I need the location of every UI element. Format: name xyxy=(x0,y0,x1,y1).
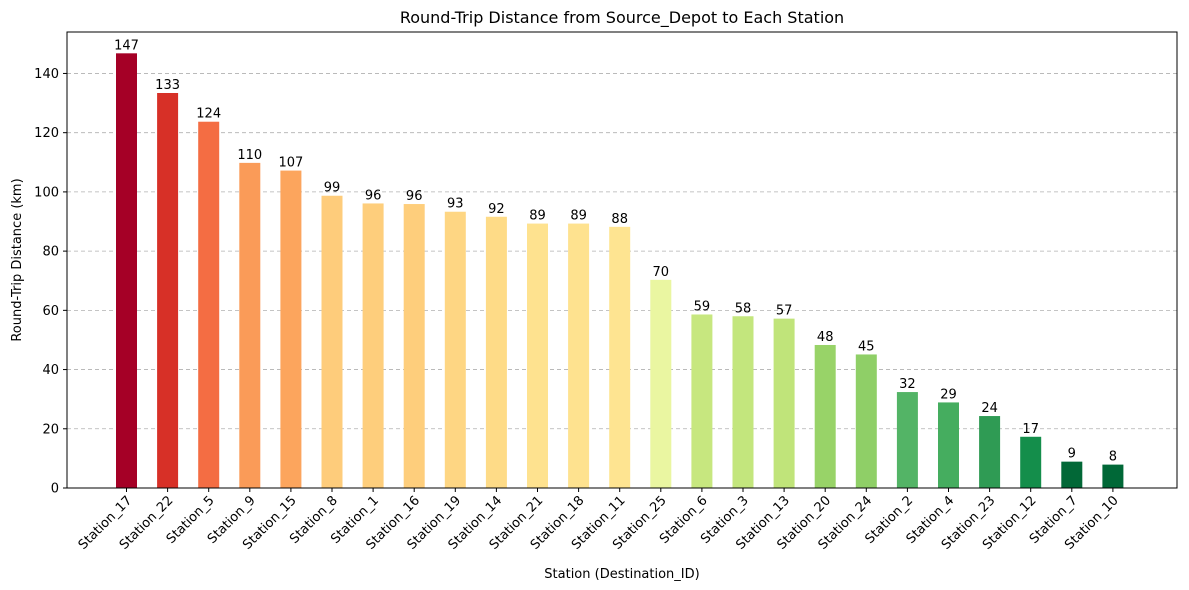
bar xyxy=(1020,436,1042,488)
bar xyxy=(979,416,1001,488)
bar xyxy=(280,170,302,488)
bar xyxy=(568,223,590,488)
bar-value-label: 96 xyxy=(365,188,382,203)
y-tick-label: 80 xyxy=(42,245,59,260)
bar xyxy=(896,392,918,488)
bar-value-label: 32 xyxy=(899,377,916,392)
y-tick-label: 100 xyxy=(34,185,59,200)
plot-frame xyxy=(66,31,1178,489)
bar xyxy=(321,195,343,488)
bar xyxy=(485,216,507,488)
bar-value-label: 89 xyxy=(529,209,546,224)
bar xyxy=(444,211,466,489)
bar xyxy=(157,92,179,488)
bar-value-label: 24 xyxy=(981,401,998,416)
bar xyxy=(239,162,261,488)
bar-value-label: 8 xyxy=(1109,450,1117,465)
bar-value-label: 96 xyxy=(406,189,423,204)
bar xyxy=(773,318,795,488)
bars xyxy=(116,53,1124,489)
bar xyxy=(691,314,713,488)
bar-value-label: 88 xyxy=(611,212,628,227)
bar-value-label: 9 xyxy=(1068,447,1076,462)
bar-value-label: 133 xyxy=(155,78,180,93)
bar-value-label: 99 xyxy=(324,181,341,196)
bar-value-label: 89 xyxy=(570,209,587,224)
y-tick-label: 20 xyxy=(42,422,59,437)
y-tick-label: 40 xyxy=(42,363,59,378)
bar-value-label: 57 xyxy=(776,304,793,319)
bar xyxy=(855,354,877,488)
bar-value-label: 45 xyxy=(858,339,875,354)
bar-value-label: 58 xyxy=(735,301,752,316)
bar xyxy=(650,279,672,488)
bar-value-label: 93 xyxy=(447,197,464,212)
y-tick-label: 140 xyxy=(34,67,59,82)
bar xyxy=(814,344,836,488)
bar xyxy=(609,226,631,488)
chart-title: Round-Trip Distance from Source_Depot to… xyxy=(400,8,844,28)
bar xyxy=(403,204,425,488)
x-axis-ticks: Station_17Station_22Station_5Station_9St… xyxy=(76,488,1122,553)
bar xyxy=(1102,464,1124,488)
bar-value-label: 124 xyxy=(196,107,221,122)
bar-value-label: 92 xyxy=(488,202,505,217)
y-axis-ticks: 0 20 40 60 80 100 120 140 xyxy=(34,67,67,497)
bar-value-label: 59 xyxy=(694,299,711,314)
bar xyxy=(938,402,959,488)
bar-value-label: 107 xyxy=(278,156,303,171)
bar xyxy=(732,316,754,488)
y-axis-label: Round-Trip Distance (km) xyxy=(10,178,25,341)
bar xyxy=(362,203,384,488)
y-tick-label: 0 xyxy=(51,482,59,497)
y-tick-label: 120 xyxy=(34,126,59,141)
bar-value-label: 29 xyxy=(940,387,957,402)
bar xyxy=(198,121,220,488)
bar-value-label: 147 xyxy=(114,38,139,53)
bar-value-label: 17 xyxy=(1022,422,1039,437)
bar xyxy=(116,53,137,488)
bar xyxy=(1061,461,1083,488)
bar-value-label: 48 xyxy=(817,330,834,345)
x-axis-label: Station (Destination_ID) xyxy=(544,567,699,582)
bar-value-label: 110 xyxy=(237,148,262,163)
bar xyxy=(527,223,548,488)
y-tick-label: 60 xyxy=(42,304,59,319)
bar-value-label: 70 xyxy=(653,265,670,280)
